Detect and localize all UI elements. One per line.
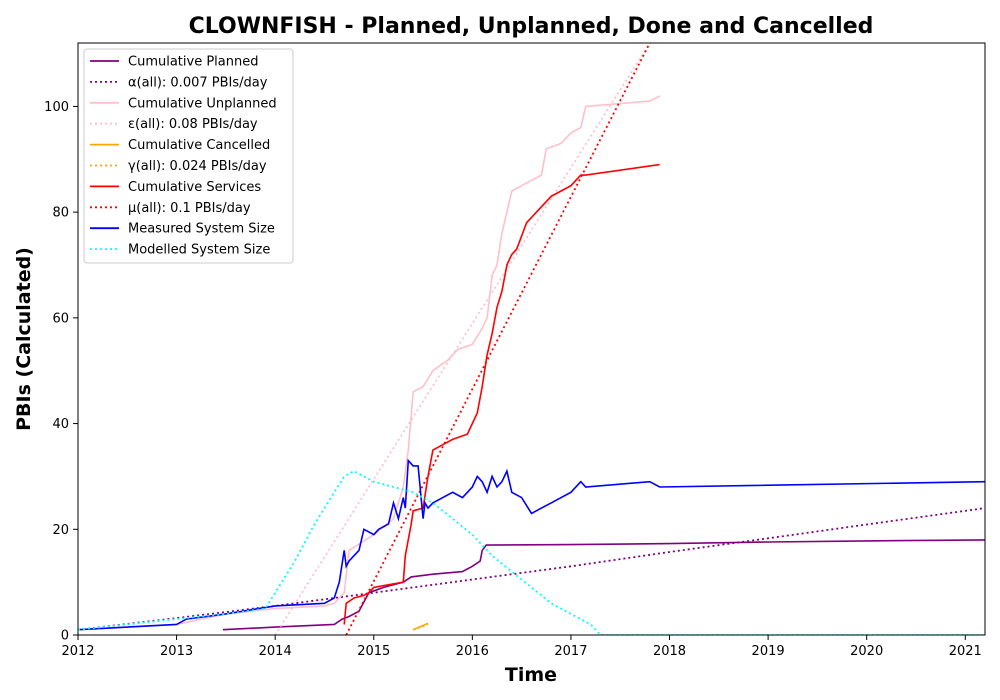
plot-frame	[77, 42, 986, 636]
series-line-7	[343, 163, 660, 625]
x-tick-label: 2020	[850, 644, 883, 659]
legend-label-4: ε(all): 0.08 PBIs/day	[128, 117, 258, 132]
series-line-10	[78, 470, 985, 635]
x-axis-label: Time	[505, 664, 557, 686]
x-tick-label: 2015	[357, 644, 390, 659]
series-line-4	[274, 43, 651, 635]
legend-label-6: γ(all): 0.024 PBIs/day	[128, 159, 267, 174]
x-tick-label: 2021	[949, 644, 982, 659]
y-tick-label: 40	[52, 417, 69, 432]
y-axis: 0 20 40 60 80 100	[44, 100, 78, 644]
legend-label-5: Cumulative Cancelled	[128, 138, 270, 153]
x-axis: 2012 2013 2014 2015 2016 2017 2018 2019 2020 2021	[61, 635, 982, 659]
y-tick-label: 80	[52, 206, 69, 221]
series-line-9	[78, 458, 985, 631]
legend-label-8: μ(all): 0.1 PBIs/day	[128, 201, 251, 216]
x-tick-label: 2014	[259, 644, 292, 659]
series-line-3	[78, 95, 661, 631]
series-group	[78, 43, 985, 635]
legend-label-9: Measured System Size	[128, 222, 275, 237]
y-tick-label: 20	[52, 523, 69, 538]
legend-label-10: Modelled System Size	[128, 243, 270, 258]
legend-box	[83, 48, 294, 264]
y-axis-label: PBIs (Calculated)	[13, 247, 35, 431]
y-tick-label: 0	[61, 629, 69, 644]
x-tick-label: 2018	[653, 644, 686, 659]
series-line-8	[345, 43, 651, 635]
legend-label-2: α(all): 0.007 PBIs/day	[128, 75, 268, 90]
y-tick-label: 60	[52, 311, 69, 326]
legend-label-3: Cumulative Unplanned	[128, 96, 277, 111]
series-line-5	[412, 622, 429, 631]
chart-title: CLOWNFISH - Planned, Unplanned, Done and…	[189, 14, 874, 39]
legend: Cumulative Planned α(all): 0.007 PBIs/day…	[83, 48, 294, 264]
y-tick-label: 100	[44, 100, 69, 115]
series-line-2	[78, 507, 985, 631]
legend-label-1: Cumulative Planned	[128, 55, 258, 70]
x-tick-label: 2016	[456, 644, 489, 659]
x-tick-label: 2019	[752, 644, 785, 659]
x-tick-label: 2012	[61, 644, 94, 659]
x-tick-label: 2017	[554, 644, 587, 659]
legend-label-7: Cumulative Services	[128, 180, 261, 195]
x-tick-label: 2013	[160, 644, 193, 659]
